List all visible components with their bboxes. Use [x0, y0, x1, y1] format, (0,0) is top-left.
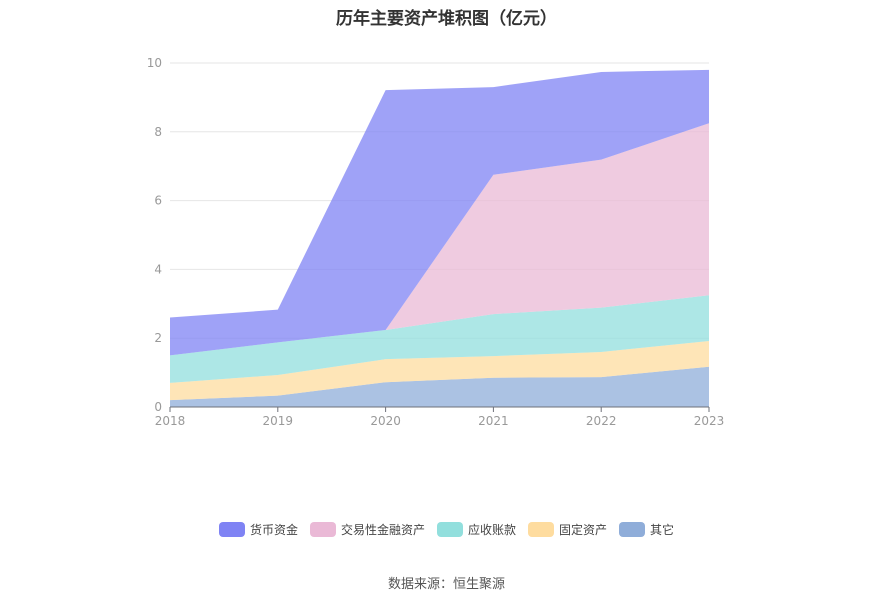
area-series-2 [170, 295, 709, 383]
area-series-3 [170, 123, 709, 356]
area-series-0 [170, 366, 709, 407]
legend-swatch [218, 522, 245, 537]
data-source: 数据来源：恒生聚源 [387, 577, 505, 592]
legend-swatch [528, 522, 554, 537]
y-tick-label: 4 [154, 262, 162, 276]
legend-item[interactable]: 交易性金融资产 [309, 521, 425, 538]
x-tick-label: 2020 [370, 414, 401, 428]
legend-item[interactable]: 固定资产 [528, 521, 607, 538]
x-tick-label: 2022 [586, 414, 617, 428]
x-tick-label: 2019 [263, 414, 294, 428]
area-series-1 [170, 340, 709, 401]
area-series-4 [170, 69, 709, 356]
x-tick-label: 2023 [694, 414, 725, 428]
chart-title: 历年主要资产堆积图（亿元） [336, 9, 557, 29]
legend-label: 货币资金 [249, 523, 298, 537]
x-tick-label: 2018 [155, 414, 186, 428]
legend-item[interactable]: 应收账款 [436, 521, 516, 538]
y-tick-label: 6 [154, 194, 162, 208]
y-tick-label: 10 [147, 56, 162, 70]
axes: 0 2 4 6 8 10 2018 2019 2020 2021 2022 2023 [147, 56, 725, 428]
legend-item[interactable]: 其它 [619, 521, 674, 538]
legend: 货币资金 交易性金融资产 应收账款 固定资产 其它 [0, 521, 893, 538]
area-series [170, 69, 709, 407]
x-tick-label: 2021 [478, 414, 509, 428]
legend-label: 交易性金融资产 [340, 523, 425, 537]
legend-swatch [309, 522, 336, 537]
legend-label: 其它 [650, 523, 675, 537]
legend-swatch [619, 522, 646, 537]
y-tick-label: 2 [154, 331, 162, 345]
legend-swatch [436, 522, 463, 537]
y-tick-label: 8 [154, 125, 162, 139]
legend-label: 应收账款 [467, 523, 516, 537]
legend-item[interactable]: 货币资金 [218, 521, 298, 538]
legend-label: 固定资产 [559, 523, 608, 537]
y-tick-label: 0 [154, 400, 162, 414]
